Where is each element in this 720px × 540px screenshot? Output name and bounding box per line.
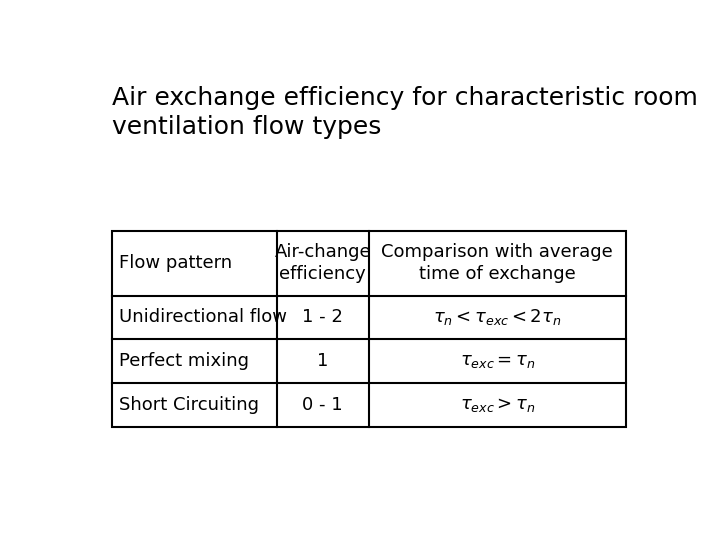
Text: 1: 1 <box>317 352 328 370</box>
Text: 0 - 1: 0 - 1 <box>302 396 343 414</box>
Bar <box>112 231 626 427</box>
Text: $\tau_{exc} = \tau_n$: $\tau_{exc} = \tau_n$ <box>459 352 535 370</box>
Text: Unidirectional flow: Unidirectional flow <box>119 308 287 326</box>
Text: Flow pattern: Flow pattern <box>119 254 232 272</box>
Text: Air exchange efficiency for characteristic room
ventilation flow types: Air exchange efficiency for characterist… <box>112 85 698 139</box>
Text: $\tau_n < \tau_{exc} < 2\tau_n$: $\tau_n < \tau_{exc} < 2\tau_n$ <box>433 307 562 327</box>
Text: Air-change
efficiency: Air-change efficiency <box>274 243 371 284</box>
Text: $\tau_{exc} > \tau_n$: $\tau_{exc} > \tau_n$ <box>459 396 535 414</box>
Text: Perfect mixing: Perfect mixing <box>119 352 249 370</box>
Text: Short Circuiting: Short Circuiting <box>119 396 259 414</box>
Text: 1 - 2: 1 - 2 <box>302 308 343 326</box>
Text: Comparison with average
time of exchange: Comparison with average time of exchange <box>382 243 613 284</box>
